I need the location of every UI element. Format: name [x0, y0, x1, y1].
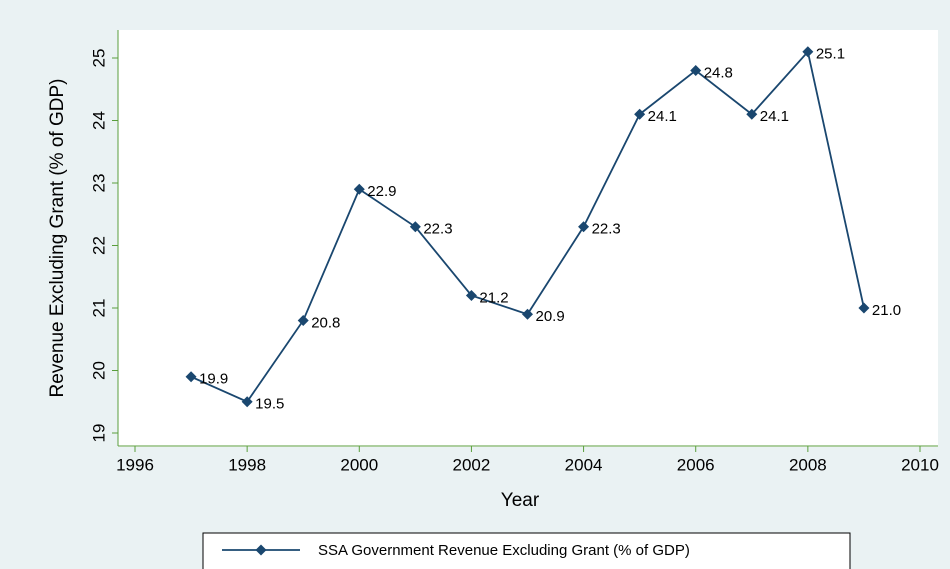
x-tick-label: 2004 — [565, 455, 603, 474]
marker — [802, 46, 814, 58]
x-tick-label: 2006 — [677, 455, 715, 474]
legend-box — [202, 532, 851, 569]
y-tick-label: 25 — [89, 49, 108, 68]
value-label: 19.9 — [199, 371, 228, 388]
marker — [522, 308, 533, 320]
value-label: 22.3 — [423, 221, 452, 238]
value-label: 24.1 — [648, 108, 677, 125]
marker — [690, 65, 702, 76]
y-tick-label: 23 — [89, 174, 108, 193]
marker — [409, 221, 421, 233]
value-label: 21.2 — [479, 289, 508, 306]
value-label: 25.1 — [816, 46, 845, 63]
y-tick-label: 19 — [89, 424, 108, 443]
x-tick-label: 1998 — [228, 455, 266, 474]
x-tick-label: 2010 — [901, 455, 939, 474]
y-tick-label: 22 — [89, 236, 108, 255]
y-tick-label: 24 — [89, 111, 108, 130]
marker — [353, 183, 365, 195]
legend-marker — [255, 544, 267, 556]
x-tick-label: 1996 — [116, 455, 154, 474]
marker — [241, 396, 253, 408]
y-tick-label: 20 — [89, 361, 108, 380]
value-label: 22.3 — [592, 221, 621, 238]
y-tick-label: 21 — [89, 299, 108, 318]
marker — [746, 108, 758, 120]
value-label: 20.8 — [311, 314, 340, 331]
x-tick-label: 2008 — [789, 455, 827, 474]
plot-area — [118, 30, 938, 447]
y-axis-title: Revenue Excluding Grant (% of GDP) — [47, 79, 68, 398]
legend-label: SSA Government Revenue Excluding Grant (… — [318, 542, 690, 559]
value-label: 21.0 — [872, 302, 901, 319]
marker — [297, 315, 309, 326]
value-label: 24.1 — [760, 108, 789, 125]
x-tick-label: 2002 — [453, 455, 491, 474]
value-label: 22.9 — [367, 183, 396, 200]
marker — [634, 108, 646, 120]
marker — [578, 221, 590, 233]
marker — [858, 302, 870, 314]
value-label: 19.5 — [255, 396, 284, 413]
marker — [185, 371, 197, 383]
value-label: 20.9 — [536, 308, 565, 325]
x-tick-label: 2000 — [340, 455, 378, 474]
marker — [465, 290, 477, 301]
x-axis-title: Year — [501, 490, 540, 511]
value-label: 24.8 — [704, 64, 733, 81]
